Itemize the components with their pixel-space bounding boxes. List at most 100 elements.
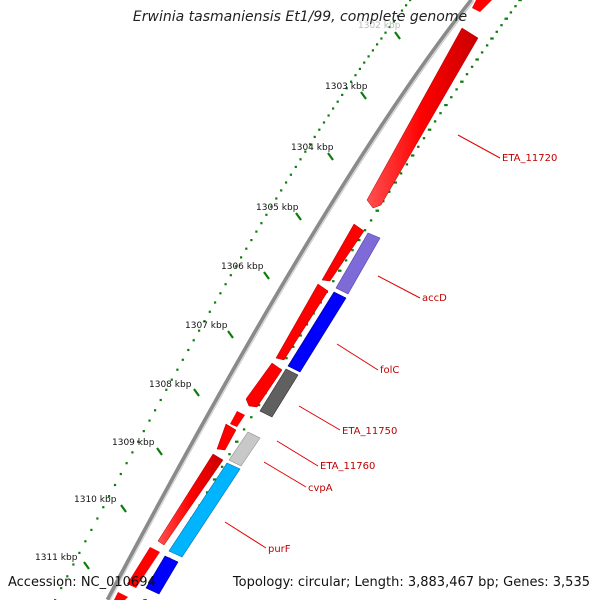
gc-dot xyxy=(125,462,128,465)
skew-dash xyxy=(357,239,361,242)
skew-dash xyxy=(450,96,453,99)
leader-accd xyxy=(377,275,421,299)
gene-label-accd[interactable]: accD xyxy=(422,293,447,304)
gc-dot xyxy=(208,310,211,313)
tick-label-1306: 1306 kbp xyxy=(221,262,264,272)
accession-label: Accession: NC_010694 xyxy=(8,575,156,590)
forward-strand-track xyxy=(114,0,492,600)
skew-dash xyxy=(455,88,458,91)
leader-cvpa xyxy=(263,461,307,488)
skew-dash xyxy=(250,416,253,419)
cds-forward[interactable] xyxy=(472,0,492,12)
cds-forward[interactable] xyxy=(245,362,283,408)
cds-eta-11760[interactable] xyxy=(216,423,237,451)
gc-dot xyxy=(285,181,288,184)
gc-dot xyxy=(345,87,348,90)
gc-dot xyxy=(313,135,316,138)
leader-eta-11720 xyxy=(457,134,501,159)
gc-dot xyxy=(187,348,190,352)
gc-dot xyxy=(308,143,312,146)
gc-dot xyxy=(108,495,111,498)
tick-labels: 1302 kbp 1303 kbp 1304 kbp 1305 kbp 1306… xyxy=(35,21,401,563)
tick-1306 xyxy=(263,271,270,280)
tick-1311 xyxy=(83,561,90,570)
gc-dot xyxy=(299,158,302,161)
gc-dot xyxy=(229,274,232,277)
gc-dot xyxy=(72,563,75,566)
tick-1304 xyxy=(327,152,334,161)
gene-label-cvpa[interactable]: cvpA xyxy=(308,483,333,494)
gc-dot xyxy=(280,189,283,192)
gc-dot xyxy=(159,398,162,402)
gc-dot xyxy=(192,339,195,342)
cds-forward[interactable] xyxy=(127,547,160,588)
gc-dot xyxy=(358,67,361,70)
skew-dash xyxy=(422,137,426,140)
gc-dot xyxy=(234,265,238,268)
skew-dash xyxy=(509,11,513,14)
gc-dot xyxy=(154,409,157,412)
gc-dot xyxy=(96,517,99,520)
skew-dash xyxy=(410,154,415,157)
gc-dot xyxy=(322,121,326,124)
gc-dot xyxy=(396,14,400,18)
cds-forward[interactable] xyxy=(114,592,128,600)
skew-dash xyxy=(465,73,469,76)
skew-dash xyxy=(344,259,348,262)
skew-dash xyxy=(332,280,335,283)
skew-dash xyxy=(338,269,342,272)
gc-dot xyxy=(176,368,179,371)
cds-forward[interactable] xyxy=(275,283,329,361)
gc-dot xyxy=(336,100,339,103)
skew-dash xyxy=(433,120,437,123)
skew-dash xyxy=(427,128,432,131)
gc-dot xyxy=(384,31,387,34)
tick-label-1310: 1310 kbp xyxy=(74,495,117,505)
gc-dot xyxy=(203,320,206,323)
cds-reverse[interactable] xyxy=(145,555,179,595)
skew-dash xyxy=(220,465,224,468)
cds-forward[interactable] xyxy=(230,411,245,427)
cds-folc[interactable] xyxy=(287,291,347,373)
tick-label-1307: 1307 kbp xyxy=(185,321,228,331)
skew-dash xyxy=(285,357,288,360)
tick-label-1302: 1302 kbp xyxy=(358,21,401,31)
cds-forward[interactable] xyxy=(157,453,224,546)
gene-label-eta-11720[interactable]: ETA_11720 xyxy=(502,153,557,164)
gc-dot xyxy=(90,528,93,531)
cds-eta-11720[interactable] xyxy=(366,27,479,209)
gc-dot xyxy=(240,256,243,259)
skew-dash xyxy=(485,44,489,47)
cds-cvpa[interactable] xyxy=(228,431,261,467)
skew-dash xyxy=(393,181,397,184)
skew-dash xyxy=(475,58,479,61)
backbone-ring xyxy=(105,0,474,600)
gc-dot xyxy=(327,114,330,117)
tick-1307 xyxy=(227,330,234,339)
cds-accd[interactable] xyxy=(335,232,381,295)
skew-dash xyxy=(235,440,239,443)
skew-dash xyxy=(242,428,246,431)
tick-label-1305: 1305 kbp xyxy=(256,203,299,213)
gc-dot xyxy=(350,80,353,83)
skew-dash xyxy=(460,80,464,83)
gc-dot xyxy=(170,378,173,381)
skew-dash xyxy=(351,249,354,252)
skew-dash xyxy=(439,112,442,115)
gc-dot xyxy=(265,213,268,216)
cds-forward[interactable] xyxy=(321,223,365,282)
gene-label-eta-11750[interactable]: ETA_11750 xyxy=(342,426,397,437)
gc-dot xyxy=(131,451,134,454)
gene-label-eta-11760[interactable]: ETA_11760 xyxy=(320,461,375,472)
cds-eta-11750[interactable] xyxy=(259,368,299,418)
cds-purf[interactable] xyxy=(168,462,241,558)
genome-title: Erwinia tasmaniensis Et1/99, complete ge… xyxy=(132,9,468,25)
gc-dot xyxy=(363,61,366,64)
gc-dot xyxy=(341,93,344,96)
gene-label-folc[interactable]: folC xyxy=(380,365,399,376)
gc-dot xyxy=(137,440,140,443)
gc-dot xyxy=(219,292,222,295)
gene-label-purf[interactable]: purF xyxy=(268,544,291,555)
skew-dash xyxy=(375,209,379,212)
